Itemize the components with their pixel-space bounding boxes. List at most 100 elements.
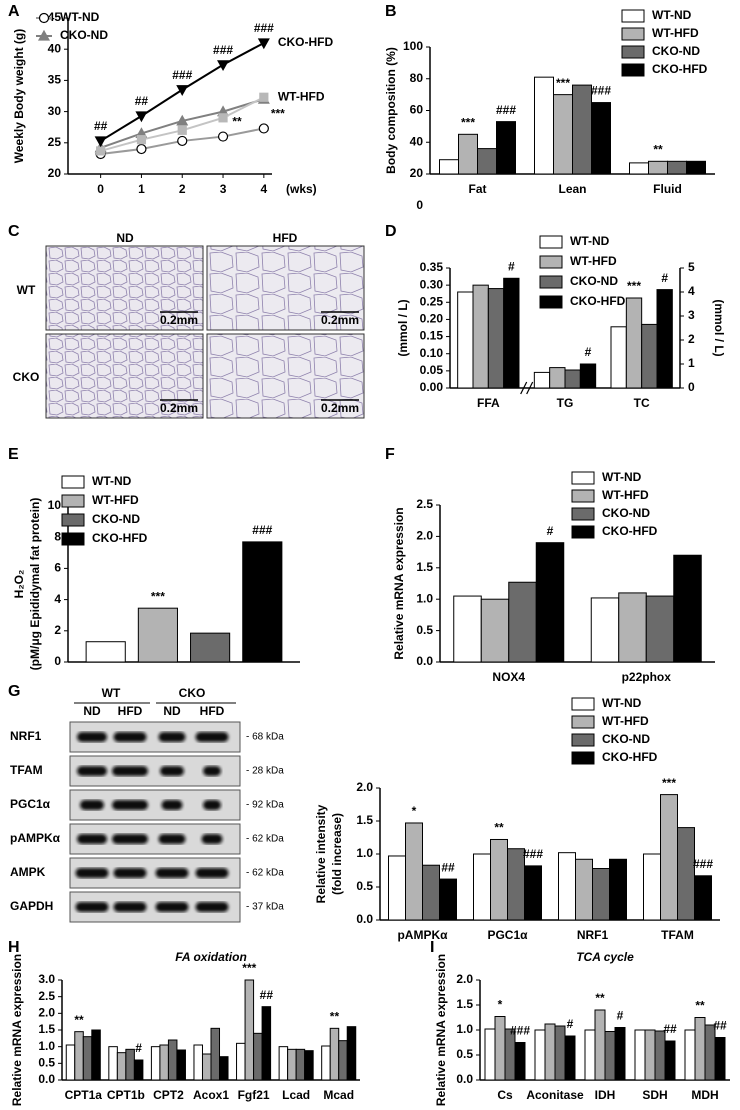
axis-title: (mmol / L): [396, 299, 410, 356]
y-tick-label: 1.0: [416, 591, 433, 605]
blot-band: [203, 800, 221, 810]
x-tick-label: 0: [97, 182, 104, 196]
annotation: ##: [441, 860, 455, 874]
y-tick-label: 1.5: [456, 997, 473, 1011]
axis-title: Relative mRNA expression: [10, 954, 24, 1106]
axis-title: (mmol / L): [712, 299, 726, 356]
bar: [242, 541, 283, 663]
bar: [338, 1040, 348, 1081]
size-label: - 28 kDa: [246, 766, 284, 777]
x-tick-label: MDH: [691, 1088, 718, 1102]
annotation: ##: [663, 1022, 677, 1036]
bar: [439, 159, 459, 175]
histology-image: [206, 245, 365, 331]
lane-label: ND: [163, 704, 181, 718]
blot-band: [112, 800, 148, 810]
bar: [85, 641, 126, 663]
bar: [287, 1048, 297, 1081]
axis-title: H₂O₂: [12, 570, 26, 599]
legend-label: WT-ND: [652, 8, 692, 22]
bar: [244, 979, 255, 1081]
bar: [694, 875, 712, 921]
group-label: CKO: [179, 686, 206, 700]
annotation: **: [653, 142, 663, 156]
marker: [177, 135, 188, 147]
bar: [219, 1056, 229, 1081]
row-label: WT: [17, 283, 36, 297]
bar: [677, 827, 695, 921]
bar: [514, 1042, 526, 1081]
y-tick-label: 0.0: [356, 912, 373, 926]
bar: [634, 1029, 646, 1081]
marker: [258, 123, 269, 134]
bar: [108, 1046, 118, 1081]
y-tick-label: 100: [403, 39, 423, 53]
marker: [136, 135, 147, 145]
blot-band: [160, 766, 184, 776]
y-tick-label: 0.20: [420, 312, 444, 326]
bar: [641, 323, 658, 389]
chart-title: FA oxidation: [175, 950, 247, 964]
y-tick-label: 2: [54, 623, 61, 637]
x-tick-label: FFA: [477, 396, 500, 410]
bar: [329, 1027, 340, 1081]
bar: [458, 133, 478, 175]
annotation: ***: [271, 107, 285, 121]
bar: [564, 1035, 576, 1081]
y-tick-label: 2.0: [416, 529, 433, 543]
blot-band: [203, 766, 221, 776]
x-tick-label: TC: [634, 396, 650, 410]
protein-label: GAPDH: [10, 899, 53, 913]
panel-letter: B: [385, 3, 397, 20]
y-tick-label: 10: [48, 498, 62, 512]
bar: [116, 1052, 127, 1081]
y-tick-label: 45: [48, 10, 62, 24]
x-tick-label: CPT1a: [65, 1088, 103, 1102]
legend-label: CKO-HFD: [570, 294, 626, 308]
annotation: ##: [260, 988, 274, 1002]
size-label: - 37 kDa: [246, 902, 284, 913]
x-tick-label: TG: [557, 396, 574, 410]
legend-label: WT-ND: [60, 10, 100, 24]
annotation: **: [330, 1010, 340, 1024]
marker: [135, 111, 148, 123]
y-tick-label: 8: [54, 529, 61, 543]
blot-band: [77, 732, 107, 742]
bar: [614, 1027, 626, 1081]
bar: [564, 369, 581, 389]
annotation: #: [135, 1041, 142, 1055]
protein-label: pAMPKα: [10, 831, 61, 845]
western-blot: G WT CKO ND HFD ND HFD NRF1 - 68 kDa TFAM - 28 …: [8, 683, 284, 923]
bar: [686, 160, 706, 175]
legend-swatch: [539, 255, 563, 269]
scale-label: 0.2mm: [160, 313, 198, 327]
annotation: ###: [496, 103, 516, 117]
y-tick-label: 20: [48, 166, 62, 180]
bar: [150, 1046, 161, 1081]
x-tick-label: Acox1: [193, 1088, 229, 1102]
bar: [584, 1029, 596, 1081]
bar: [125, 1048, 135, 1081]
bar: [625, 297, 643, 389]
bar: [167, 1039, 178, 1081]
histology-image: [45, 245, 204, 331]
y-tick-label: 20: [410, 166, 424, 180]
bar: [82, 1036, 93, 1081]
legend-label: CKO-HFD: [652, 62, 708, 76]
x-tick-label: Aconitase: [526, 1088, 584, 1102]
marker: [94, 136, 107, 148]
size-label: - 62 kDa: [246, 868, 284, 879]
y-tick-label: 35: [48, 73, 62, 87]
legend-swatch: [621, 9, 645, 23]
legend-label: CKO-ND: [60, 28, 108, 42]
x-tick-label: Fgf21: [238, 1088, 270, 1102]
bar: [572, 84, 592, 175]
annotation: ###: [252, 523, 272, 537]
legend-swatch: [539, 235, 563, 249]
protein-label: AMPK: [10, 865, 46, 879]
legend-label: WT-ND: [570, 234, 610, 248]
bar: [65, 1044, 76, 1081]
annotation: ***: [556, 76, 570, 90]
x-axis-title: (wks): [286, 182, 317, 196]
bar: [201, 1053, 212, 1081]
